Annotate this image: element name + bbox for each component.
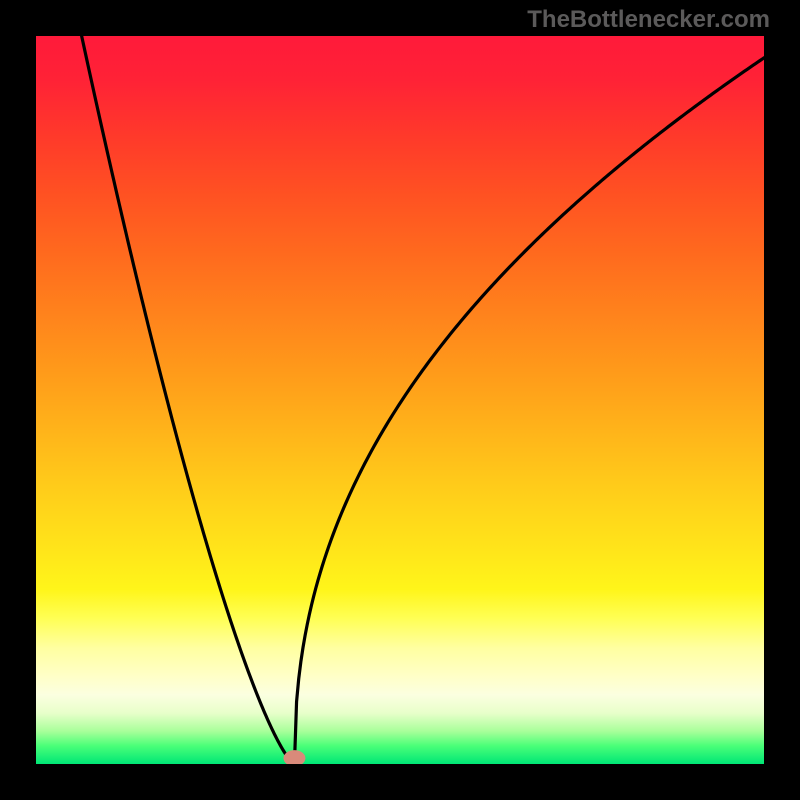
bottleneck-curve: [82, 36, 764, 764]
curve-overlay-svg: [0, 0, 800, 800]
watermark-text: TheBottlenecker.com: [527, 6, 770, 34]
vertex-marker: [283, 750, 305, 766]
chart-container: TheBottlenecker.com: [0, 0, 800, 800]
